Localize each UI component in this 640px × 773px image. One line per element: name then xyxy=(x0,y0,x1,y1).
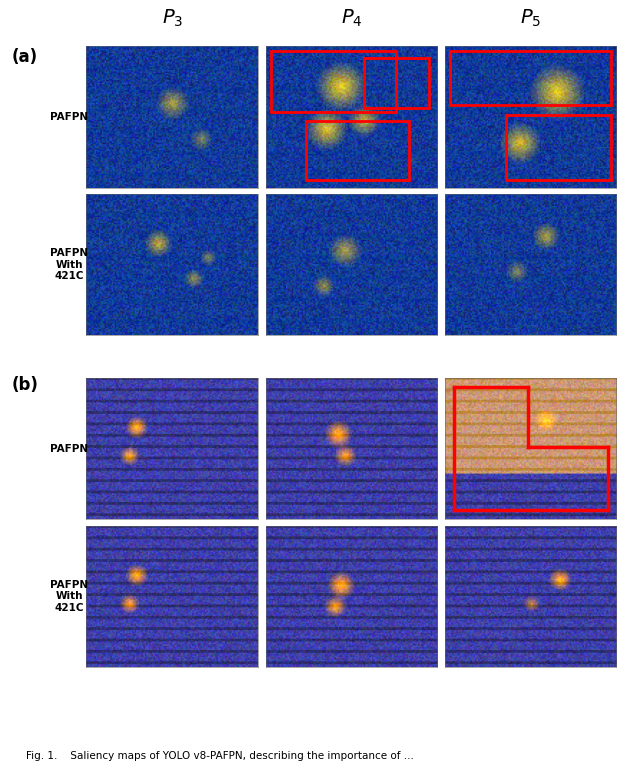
Bar xyxy=(271,51,396,112)
Bar xyxy=(364,59,429,108)
Bar xyxy=(450,51,611,105)
Text: Fig. 1.    Saliency maps of YOLO v8-PAFPN, describing the importance of ...: Fig. 1. Saliency maps of YOLO v8-PAFPN, … xyxy=(26,751,413,761)
Text: PAFPN
With
421C: PAFPN With 421C xyxy=(50,248,88,281)
Text: $P_4$: $P_4$ xyxy=(340,8,362,29)
Bar xyxy=(307,121,409,180)
Text: (b): (b) xyxy=(12,376,38,394)
Bar xyxy=(506,115,611,180)
Text: $P_5$: $P_5$ xyxy=(520,8,541,29)
Text: PAFPN: PAFPN xyxy=(50,444,88,454)
Text: PAFPN: PAFPN xyxy=(50,112,88,122)
Text: PAFPN
With
421C: PAFPN With 421C xyxy=(50,580,88,613)
Text: $P_3$: $P_3$ xyxy=(161,8,183,29)
Text: (a): (a) xyxy=(12,48,38,66)
